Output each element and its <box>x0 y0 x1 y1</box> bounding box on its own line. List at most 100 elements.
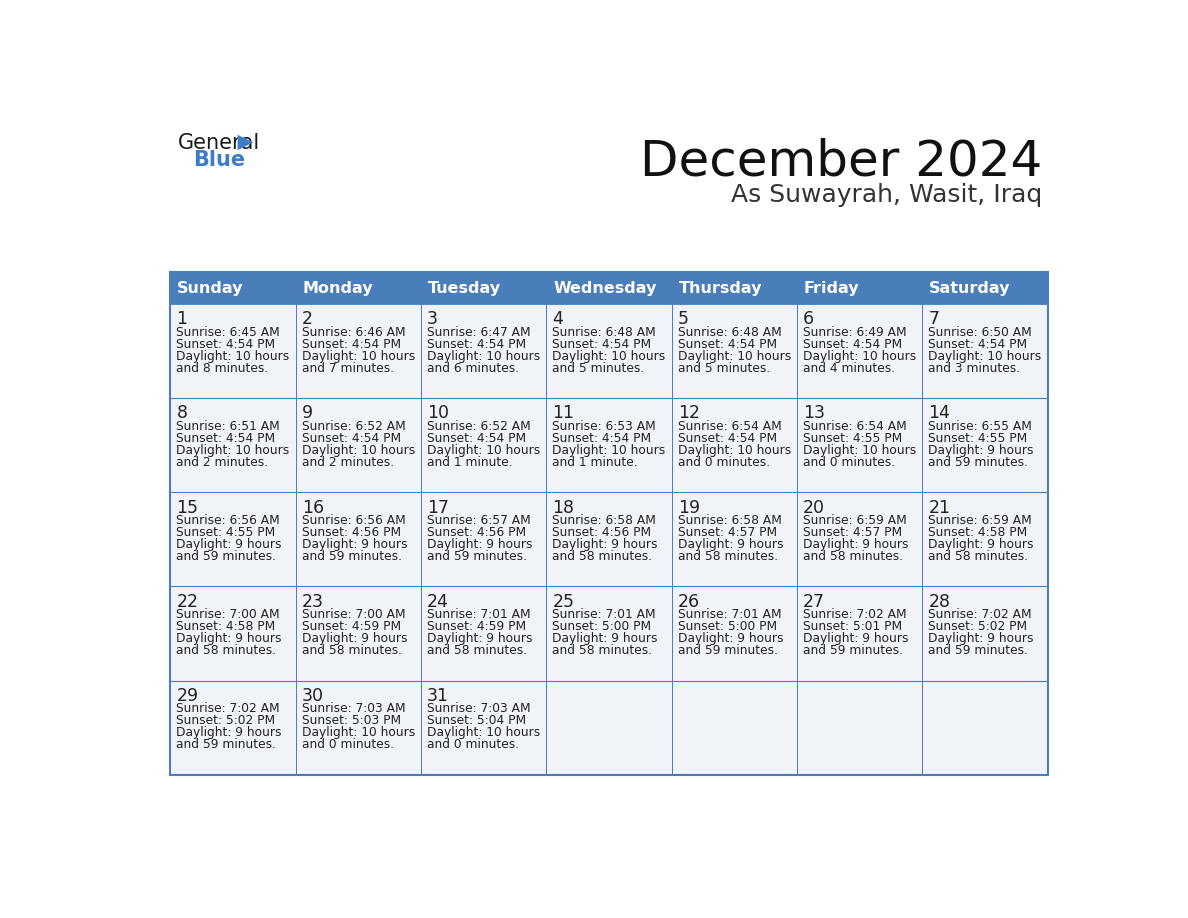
Text: Daylight: 9 hours: Daylight: 9 hours <box>928 632 1034 645</box>
Text: Daylight: 10 hours: Daylight: 10 hours <box>677 443 791 457</box>
Text: 16: 16 <box>302 498 324 517</box>
Text: Sunset: 4:54 PM: Sunset: 4:54 PM <box>803 338 902 351</box>
Bar <box>922 398 1048 492</box>
Text: Wednesday: Wednesday <box>554 281 657 296</box>
Bar <box>546 492 671 587</box>
Bar <box>671 304 797 398</box>
Text: Daylight: 9 hours: Daylight: 9 hours <box>426 632 532 645</box>
Text: Daylight: 10 hours: Daylight: 10 hours <box>803 350 916 363</box>
Text: 2: 2 <box>302 310 312 329</box>
Bar <box>797 398 922 492</box>
Text: Daylight: 9 hours: Daylight: 9 hours <box>552 632 658 645</box>
Text: Sunrise: 6:53 AM: Sunrise: 6:53 AM <box>552 420 656 433</box>
Bar <box>922 680 1048 775</box>
Text: and 1 minute.: and 1 minute. <box>426 455 513 469</box>
Bar <box>421 398 546 492</box>
Text: Daylight: 9 hours: Daylight: 9 hours <box>302 632 407 645</box>
Text: Sunrise: 6:50 AM: Sunrise: 6:50 AM <box>928 326 1032 339</box>
Text: and 59 minutes.: and 59 minutes. <box>677 644 778 657</box>
Text: Sunrise: 6:55 AM: Sunrise: 6:55 AM <box>928 420 1032 433</box>
Text: and 8 minutes.: and 8 minutes. <box>176 362 268 375</box>
Bar <box>671 680 797 775</box>
Text: and 1 minute.: and 1 minute. <box>552 455 638 469</box>
Bar <box>296 680 421 775</box>
Text: Friday: Friday <box>804 281 859 296</box>
Text: Sunset: 4:57 PM: Sunset: 4:57 PM <box>803 526 902 539</box>
Text: Sunset: 4:55 PM: Sunset: 4:55 PM <box>928 431 1028 445</box>
Text: Sunrise: 7:03 AM: Sunrise: 7:03 AM <box>302 702 405 715</box>
Text: Sunset: 4:56 PM: Sunset: 4:56 PM <box>426 526 526 539</box>
Bar <box>797 492 922 587</box>
Text: 22: 22 <box>176 593 198 610</box>
Bar <box>296 398 421 492</box>
Text: Blue: Blue <box>194 151 246 170</box>
Bar <box>421 492 546 587</box>
Text: Daylight: 9 hours: Daylight: 9 hours <box>552 538 658 551</box>
Text: Sunset: 4:56 PM: Sunset: 4:56 PM <box>302 526 400 539</box>
Bar <box>421 272 546 304</box>
Text: Sunrise: 6:56 AM: Sunrise: 6:56 AM <box>176 514 280 527</box>
Text: Sunset: 4:58 PM: Sunset: 4:58 PM <box>928 526 1028 539</box>
Text: Thursday: Thursday <box>678 281 762 296</box>
Text: and 59 minutes.: and 59 minutes. <box>302 550 402 563</box>
Bar <box>296 492 421 587</box>
Text: Sunset: 5:04 PM: Sunset: 5:04 PM <box>426 714 526 727</box>
Text: Daylight: 10 hours: Daylight: 10 hours <box>677 350 791 363</box>
Text: 10: 10 <box>426 405 449 422</box>
Text: and 58 minutes.: and 58 minutes. <box>552 644 652 657</box>
Text: As Suwayrah, Wasit, Iraq: As Suwayrah, Wasit, Iraq <box>731 184 1042 207</box>
Text: 9: 9 <box>302 405 312 422</box>
Text: 19: 19 <box>677 498 700 517</box>
Text: Sunrise: 6:51 AM: Sunrise: 6:51 AM <box>176 420 280 433</box>
Text: Sunrise: 6:45 AM: Sunrise: 6:45 AM <box>176 326 280 339</box>
Bar <box>170 587 296 680</box>
Text: 23: 23 <box>302 593 323 610</box>
Text: and 58 minutes.: and 58 minutes. <box>302 644 402 657</box>
Text: Daylight: 9 hours: Daylight: 9 hours <box>803 632 909 645</box>
Text: Sunrise: 6:58 AM: Sunrise: 6:58 AM <box>677 514 782 527</box>
Text: Sunset: 5:00 PM: Sunset: 5:00 PM <box>552 620 651 633</box>
Text: 5: 5 <box>677 310 689 329</box>
Text: Sunrise: 7:01 AM: Sunrise: 7:01 AM <box>677 608 782 621</box>
Text: and 2 minutes.: and 2 minutes. <box>302 455 394 469</box>
Bar <box>546 304 671 398</box>
Bar <box>797 304 922 398</box>
Text: and 0 minutes.: and 0 minutes. <box>803 455 896 469</box>
Text: Daylight: 10 hours: Daylight: 10 hours <box>426 726 541 739</box>
Text: Sunrise: 7:02 AM: Sunrise: 7:02 AM <box>803 608 906 621</box>
Text: Daylight: 10 hours: Daylight: 10 hours <box>426 350 541 363</box>
Text: Sunrise: 6:47 AM: Sunrise: 6:47 AM <box>426 326 531 339</box>
Bar <box>170 492 296 587</box>
Text: Sunset: 5:02 PM: Sunset: 5:02 PM <box>176 714 276 727</box>
Text: Daylight: 10 hours: Daylight: 10 hours <box>302 726 415 739</box>
Text: Daylight: 9 hours: Daylight: 9 hours <box>302 538 407 551</box>
Bar <box>671 272 797 304</box>
Text: and 59 minutes.: and 59 minutes. <box>803 644 903 657</box>
Text: and 5 minutes.: and 5 minutes. <box>677 362 770 375</box>
Text: 7: 7 <box>928 310 940 329</box>
Text: 4: 4 <box>552 310 563 329</box>
Text: Sunset: 4:54 PM: Sunset: 4:54 PM <box>677 338 777 351</box>
Text: Daylight: 9 hours: Daylight: 9 hours <box>176 632 282 645</box>
Text: Daylight: 10 hours: Daylight: 10 hours <box>803 443 916 457</box>
Text: 26: 26 <box>677 593 700 610</box>
Text: 1: 1 <box>176 310 188 329</box>
Text: and 59 minutes.: and 59 minutes. <box>426 550 527 563</box>
Text: Daylight: 10 hours: Daylight: 10 hours <box>302 350 415 363</box>
Text: General: General <box>178 133 260 153</box>
Text: Sunset: 5:00 PM: Sunset: 5:00 PM <box>677 620 777 633</box>
Text: Sunrise: 6:49 AM: Sunrise: 6:49 AM <box>803 326 906 339</box>
Bar <box>170 304 296 398</box>
Text: 28: 28 <box>928 593 950 610</box>
Text: 14: 14 <box>928 405 950 422</box>
Text: and 59 minutes.: and 59 minutes. <box>928 455 1029 469</box>
Text: Sunset: 4:59 PM: Sunset: 4:59 PM <box>302 620 400 633</box>
Text: Sunset: 4:57 PM: Sunset: 4:57 PM <box>677 526 777 539</box>
Text: Sunrise: 7:01 AM: Sunrise: 7:01 AM <box>426 608 531 621</box>
Text: and 58 minutes.: and 58 minutes. <box>176 644 277 657</box>
Text: Sunset: 4:55 PM: Sunset: 4:55 PM <box>176 526 276 539</box>
Text: Sunrise: 6:54 AM: Sunrise: 6:54 AM <box>677 420 782 433</box>
Text: 8: 8 <box>176 405 188 422</box>
Text: Monday: Monday <box>303 281 373 296</box>
Bar <box>922 492 1048 587</box>
